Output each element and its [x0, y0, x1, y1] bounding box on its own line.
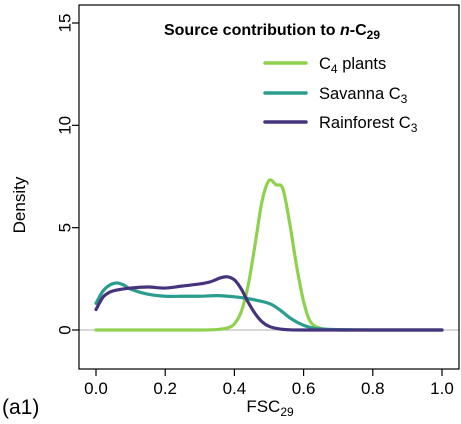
- legend-label-2: Rainforest C3: [319, 114, 418, 135]
- legend-title-middle: -C: [350, 22, 367, 39]
- x-tick-label: 1.0: [430, 379, 454, 398]
- series-layer: [94, 178, 444, 332]
- plot-frame: [78, 4, 460, 370]
- x-tick-label: 0.2: [153, 379, 177, 398]
- legend-title-italic: n: [340, 22, 350, 39]
- series-line-1: [94, 281, 444, 332]
- legend-title-prefix: Source contribution to: [164, 22, 340, 39]
- axes-layer: 0.0 0.2 0.4 0.6 0.8 1.0 0 5 10 15: [56, 4, 460, 398]
- legend-label-base: Rainforest C: [319, 114, 411, 132]
- x-tick-label: 0.8: [361, 379, 385, 398]
- y-axis-title: Density: [10, 176, 29, 233]
- y-tick-label: 0: [56, 325, 75, 334]
- legend-label-rest: plants: [338, 55, 387, 73]
- y-tick-label: 15: [56, 14, 75, 33]
- series-line-2: [94, 275, 444, 332]
- y-tick-label: 10: [56, 116, 75, 135]
- legend-label-0: C4 plants: [319, 55, 386, 76]
- legend-label-1: Savanna C3: [319, 85, 408, 106]
- legend-label-subscript: 4: [331, 62, 338, 76]
- series-line-0: [94, 178, 444, 332]
- legend-label-base: Savanna C: [319, 85, 401, 103]
- x-axis-title-subscript: 29: [280, 405, 294, 419]
- y-tick-label: 5: [56, 223, 75, 232]
- x-tick-label: 0.0: [84, 379, 108, 398]
- legend: Source contribution to n-C29 C4 plants Sav…: [164, 22, 418, 135]
- legend-label-subscript: 3: [411, 121, 418, 135]
- legend-title: Source contribution to n-C29: [164, 22, 380, 42]
- legend-label-base: C: [319, 55, 331, 73]
- x-axis-title-base: FSC: [246, 397, 280, 416]
- legend-label-subscript: 3: [401, 92, 408, 106]
- panel-label: (a1): [2, 396, 39, 419]
- x-tick-label: 0.4: [223, 379, 247, 398]
- x-tick-label: 0.6: [292, 379, 316, 398]
- x-axis-title: FSC29: [246, 397, 294, 419]
- legend-title-subscript: 29: [367, 28, 381, 42]
